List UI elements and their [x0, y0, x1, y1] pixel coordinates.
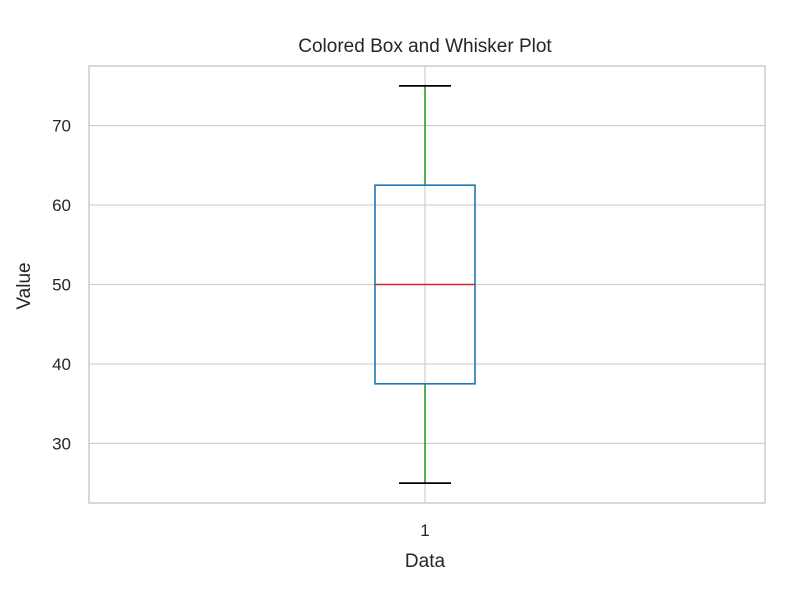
x-axis-label: Data [405, 551, 446, 572]
x-tick-label: 1 [420, 521, 429, 540]
y-tick-label: 30 [52, 434, 71, 453]
chart-title: Colored Box and Whisker Plot [298, 36, 552, 57]
plot-frame [88, 65, 766, 504]
y-tick-label: 70 [52, 117, 71, 136]
plot-area: 30 40 50 60 70 1 [52, 65, 766, 540]
y-tick-label: 50 [52, 276, 71, 295]
y-axis-label: Value [14, 262, 35, 309]
y-tick-label: 40 [52, 355, 71, 374]
y-tick-label: 60 [52, 196, 71, 215]
